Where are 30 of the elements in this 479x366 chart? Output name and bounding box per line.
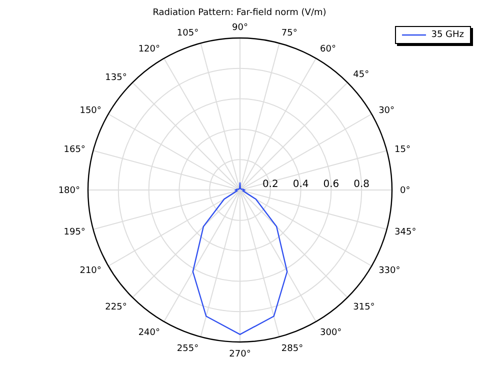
spoke-label: 15° [394,144,410,155]
spoke-label: 330° [378,266,400,276]
spoke-label: 225° [105,302,127,313]
spoke-label: 60° [320,44,336,54]
spoke-label: 255° [176,344,199,354]
spoke-label: 195° [64,228,86,238]
y-tick-label: 0.4 [292,179,309,190]
spoke-label: 0° [400,186,410,196]
spoke-label: 45° [353,70,370,80]
spoke-label: 150° [80,106,102,116]
spoke-label: 120° [138,44,160,54]
spoke-label: 300° [320,328,342,338]
spoke-label: 240° [138,328,160,338]
chart-title: Radiation Pattern: Far-field norm (V/m) [152,8,328,18]
spoke-label: 30° [378,106,395,116]
y-tick-label: 0.8 [354,179,370,190]
y-tick-label: 0.6 [323,179,340,190]
spoke-label: 165° [64,144,86,155]
spoke-label: 135° [105,73,127,84]
spoke-label: 75° [281,28,298,38]
spoke-label: 180° [58,186,80,196]
spoke-label: 90° [232,23,248,33]
spoke-label: 345° [394,228,416,238]
spoke-label: 315° [353,302,375,313]
spoke-label: 210° [80,266,102,276]
spoke-label: 105° [176,28,199,38]
spoke-label: 270° [229,349,251,360]
y-tick-label: 0.2 [262,179,278,190]
spoke-label: 285° [281,344,304,354]
legend-label: 35 GHz [431,30,464,40]
